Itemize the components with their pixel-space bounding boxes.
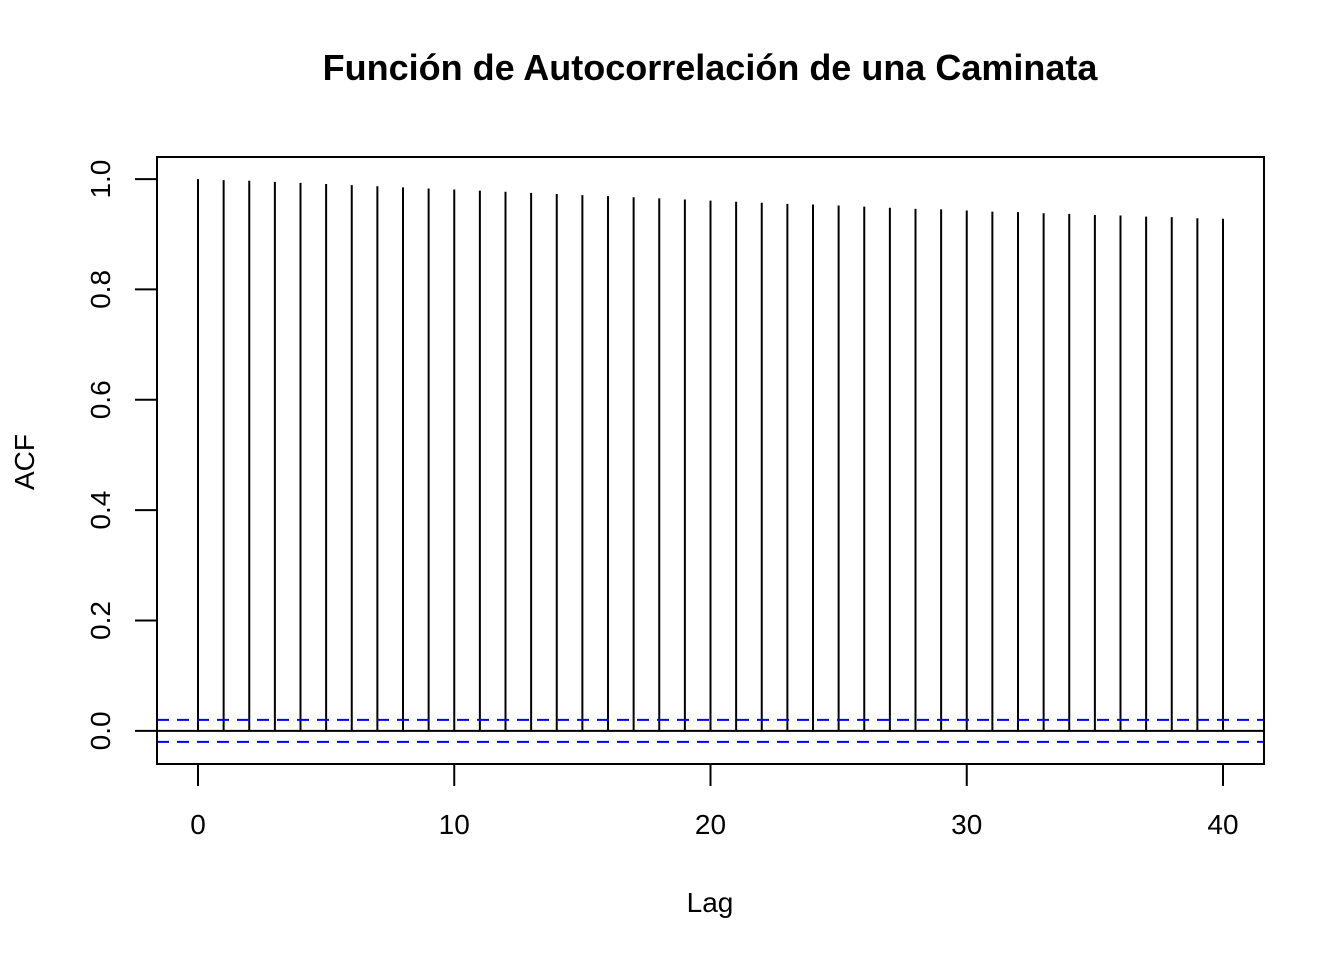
reference-lines [157,718,1264,743]
y-tick-label: 1.0 [85,160,116,199]
y-tick-label: 0.4 [85,491,116,530]
x-tick-label: 40 [1207,809,1238,840]
y-tick-label: 0.8 [85,270,116,309]
x-axis: 0 10 20 30 40 [190,763,1239,840]
x-tick-label: 30 [951,809,982,840]
x-axis-label: Lag [687,887,734,918]
y-tick-label: 0.0 [85,711,116,750]
acf-bars [197,179,1224,731]
y-axis: 0.0 0.2 0.4 0.6 0.8 1.0 [85,160,158,750]
x-tick-label: 20 [695,809,726,840]
x-tick-label: 0 [190,809,206,840]
x-tick-label: 10 [439,809,470,840]
chart-title: Función de Autocorrelación de una Camina… [323,47,1099,88]
y-tick-label: 0.2 [85,601,116,640]
y-tick-label: 0.6 [85,380,116,419]
y-axis-label: ACF [9,434,40,490]
